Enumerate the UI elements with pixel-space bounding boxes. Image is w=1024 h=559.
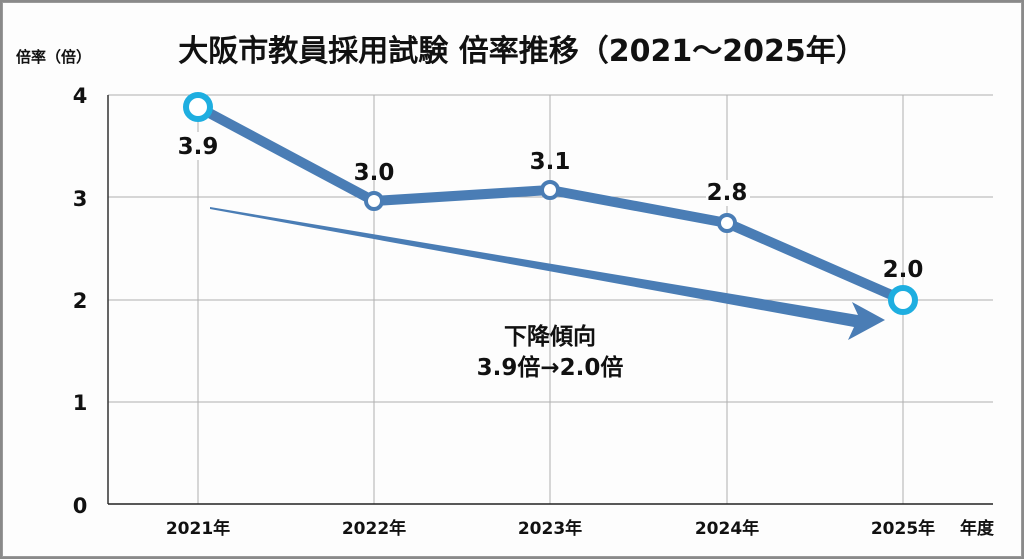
y-axis-label: 倍率（倍） [16,48,92,66]
x-tick: 2021年 [166,518,230,539]
y-tick: 2 [73,289,88,313]
data-labels: 3.9 3.0 3.1 2.8 2.0 [174,132,923,283]
x-tick-labels: 2021年 2022年 2023年 2024年 2025年 [166,518,935,539]
data-label-2022: 3.0 [354,160,395,186]
x-tick: 2022年 [342,518,406,539]
marker-2025 [888,285,918,315]
data-markers [183,92,918,315]
y-tick-labels: 0 1 2 3 4 [73,84,88,518]
data-label-2021: 3.9 [178,134,219,160]
marker-2022 [364,191,384,211]
y-tick: 3 [73,187,88,211]
marker-2023 [540,180,560,200]
x-tick: 2023年 [518,518,582,539]
x-tick: 2024年 [695,518,759,539]
chart-title: 大阪市教員採用試験 倍率推移（2021〜2025年） [178,34,866,69]
x-tick: 2025年 [871,518,935,539]
trend-annotation: 下降傾向 3.9倍→2.0倍 [440,322,660,384]
trend-arrow-icon [210,207,885,340]
y-tick: 1 [73,391,88,415]
trend-annotation-detail: 3.9倍→2.0倍 [476,355,624,381]
y-tick: 4 [73,84,88,108]
data-label-2024: 2.8 [707,180,748,206]
marker-2021 [183,92,213,122]
data-label-2023: 3.1 [530,149,571,175]
trend-annotation-title: 下降傾向 [504,324,596,350]
marker-2024 [717,213,737,233]
y-tick: 0 [73,494,88,518]
data-label-2025: 2.0 [883,257,924,283]
x-axis-label: 年度 [960,519,994,539]
